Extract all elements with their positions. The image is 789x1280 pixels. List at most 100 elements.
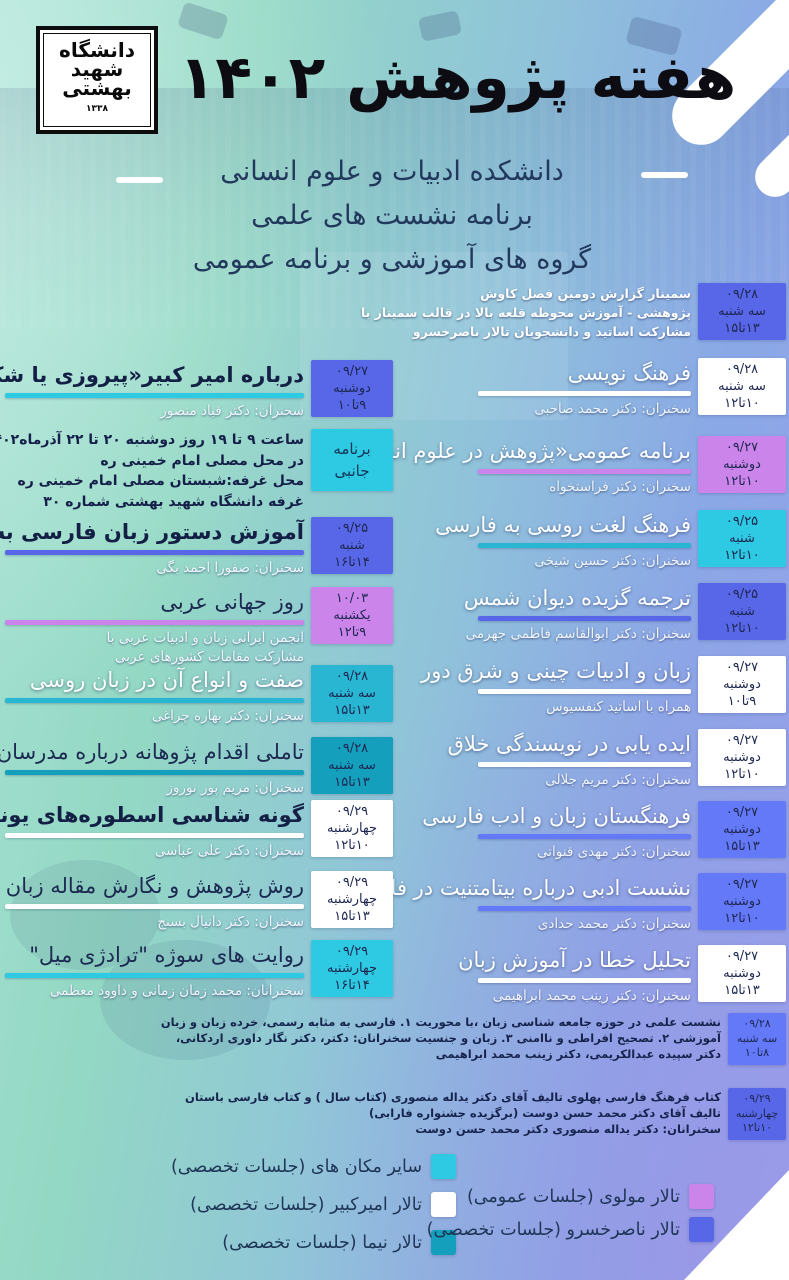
event-text-line: دکتر سپیده عبدالکریمی، دکتر زینب محمد اب… — [435, 1047, 721, 1061]
event-date: ۰۹/۲۸ — [725, 362, 759, 377]
event-speaker: سخنران: دکتر محمد صاحبی — [534, 400, 691, 417]
event-time: ۱۰تا۱۲ — [334, 838, 370, 853]
event-card: ۰۹/۲۸ سه شنبه ۱۳تا۱۵ سمینار گزارش دومین فصل… — [360, 283, 786, 341]
event-time: ۱۰تا۱۲ — [724, 474, 760, 489]
event-date: ۰۹/۲۸ — [725, 287, 759, 302]
title-underline — [478, 391, 691, 396]
event-date-box: ۰۹/۲۹ چهارشنبه ۱۰تا۱۲ — [311, 800, 393, 857]
event-date-box: ۰۹/۲۸ سه شنبه ۱۳تا۱۵ — [698, 283, 786, 340]
event-speaker: سخنران: دکتر بهاره چراغی — [151, 707, 304, 724]
event-day: دوشنبه — [723, 822, 761, 837]
legend-item: تالار مولوی (جلسات عمومی) — [452, 1184, 714, 1209]
event-date-box: برنامه جانبی — [311, 429, 393, 491]
legend-swatch — [689, 1184, 714, 1209]
event-card: ۰۹/۲۷ دوشنبه ۱۰تا۱۲ نشست ادبی درباره بیتامت… — [342, 873, 786, 934]
title-underline — [5, 550, 304, 555]
event-text-line: آموزشی ۲. تصحیح افراطی و ناامنی ۳. زبان … — [175, 1031, 721, 1045]
subtitle-dash-left — [116, 177, 163, 183]
event-card: ۰۹/۲۸ سه شنبه ۱۰تا۱۲ فرهنگ نویسی سخنران: دکت… — [478, 358, 786, 419]
event-speaker: سخنران: دکتر حسین شیخی — [534, 552, 691, 569]
audience-silhouette — [100, 940, 270, 1060]
event-text-line: کتاب فرهنگ فارسی پهلوی تالیف آقای دکتر ی… — [185, 1090, 721, 1104]
event-text-line: پژوهشی - آموزش محوطه قلعه بالا در قالب س… — [360, 305, 691, 320]
subtitle-line: گروه های آموزشی و برنامه عمومی — [192, 244, 592, 275]
logo-word: بهشتی — [62, 76, 132, 100]
event-text-line: غرفه دانشگاه شهید بهشتی شماره ۳۰ — [43, 493, 304, 510]
subtitle-line: برنامه نشست های علمی — [251, 200, 533, 231]
event-text-line: در محل مصلی امام خمینی ره — [100, 452, 304, 469]
event-title: فرهنگستان زبان و ادب فارسی — [422, 804, 691, 828]
event-date-box: ۰۹/۲۵ شنبه ۱۰تا۱۲ — [698, 510, 786, 567]
title-underline — [478, 616, 691, 621]
title-underline — [478, 978, 691, 983]
legend-swatch — [689, 1217, 714, 1242]
event-time: ۱۳تا۱۵ — [334, 775, 370, 790]
event-date: ۰۹/۲۸ — [335, 669, 369, 684]
event-time: ۱۰تا۱۲ — [724, 621, 760, 636]
event-speaker: همراه با اساتید کنفسیوس — [546, 698, 691, 715]
event-speaker: سخنرانان: محمد زمان زمانی و داوود معظمی — [49, 982, 304, 999]
title-underline — [5, 770, 304, 775]
event-time: ۱۰تا۱۲ — [724, 396, 760, 411]
event-date-box: ۰۹/۲۷ دوشنبه ۹تا۱۰ — [311, 360, 393, 417]
event-day: چهارشنبه — [327, 821, 377, 836]
event-day: دوشنبه — [723, 750, 761, 765]
legend-swatch — [431, 1192, 456, 1217]
event-title: ایده یابی در نویسندگی خلاق — [447, 732, 691, 756]
event-date-box: ۰۹/۲۷ دوشنبه ۱۳تا۱۵ — [698, 945, 786, 1002]
event-text: نشست ادبی درباره بیتامتنیت در فاوست سخنرا… — [342, 873, 691, 934]
legend-main-halls: تالار مولوی (جلسات عمومی) تالار ناصرخسرو … — [427, 1184, 714, 1250]
title-underline — [5, 620, 304, 625]
legend-item: تالار ناصرخسرو (جلسات تخصصی) — [427, 1217, 714, 1242]
event-title: صفت و انواع آن در زبان روسی — [29, 668, 304, 692]
event-date: ۰۹/۲۷ — [725, 440, 759, 455]
event-text: درباره امیر کبیر«پیروزی یا شکست قاجاریه»… — [0, 360, 304, 421]
event-card: ۰۹/۲۷ دوشنبه ۹تا۱۰ زبان و ادبیات چینی و شرق… — [421, 656, 786, 717]
event-text: روش پژوهش و نگارش مقاله زبان فرانسه سخنرا… — [0, 871, 304, 932]
event-date: ۰۹/۲۵ — [725, 514, 759, 529]
event-date: ۰۹/۲۹ — [335, 944, 369, 959]
event-speaker: سخنران: دکتر زینب محمد ابراهیمی — [492, 987, 691, 1004]
event-day: سه شنبه — [328, 758, 376, 773]
event-card: ۱۰/۰۳ یکشنبه ۹تا۱۲ روز جهانی عربی انجمن ایرا… — [5, 587, 393, 667]
event-day: دوشنبه — [723, 966, 761, 981]
event-speaker: سخنران: صفورا احمد بگی — [156, 559, 304, 576]
event-date-box: ۰۹/۲۷ دوشنبه ۱۳تا۱۵ — [698, 801, 786, 858]
event-time: ۹تا۱۲ — [337, 625, 367, 640]
event-card: ۰۹/۲۷ دوشنبه ۹تا۱۰ درباره امیر کبیر«پیروزی … — [0, 360, 393, 421]
event-date: ۰۹/۲۷ — [725, 733, 759, 748]
event-card: ۰۹/۲۷ دوشنبه ۱۰تا۱۲ برنامه عمومی«پژوهش در ع… — [333, 436, 786, 497]
event-date: ۰۹/۲۷ — [725, 949, 759, 964]
event-date-box: ۰۹/۲۸ سه شنبه ۱۳تا۱۵ — [311, 665, 393, 722]
event-speaker: سخنران: دکتر علی عباسی — [154, 842, 304, 859]
event-date-box: ۰۹/۲۵ شنبه ۱۰تا۱۲ — [698, 583, 786, 640]
event-day: دوشنبه — [333, 381, 371, 396]
event-card: ۰۹/۲۹ چهارشنبه ۱۰تا۱۲ کتاب فرهنگ فارسی پهلو… — [185, 1088, 786, 1140]
event-day: شنبه — [339, 538, 365, 553]
event-day: یکشنبه — [333, 608, 371, 623]
event-card: ۰۹/۲۵ شنبه ۱۰تا۱۲ ترجمه گزیده دیوان شمس سخنر… — [464, 583, 786, 644]
legend-label: سایر مکان های (جلسات تخصصی) — [170, 1156, 422, 1177]
event-date: ۰۹/۲۸ — [743, 1017, 771, 1030]
event-speaker: سخنران: دکتر مریم جلالی — [545, 771, 691, 788]
title-underline — [478, 689, 691, 694]
event-text-line: محل غرفه:شبستان مصلی امام خمینی ره — [17, 473, 304, 489]
event-time: ۱۰تا۱۲ — [724, 548, 760, 563]
event-speaker: انجمن ایرانی زبان و ادبیات عربی با — [106, 629, 304, 646]
event-title: تاملی اقدام پژوهانه درباره مدرسان آزفا — [0, 740, 304, 764]
event-text-line: سخنرانان: دکتر یداله منصوری دکتر محمد حس… — [415, 1122, 721, 1136]
event-card: ۰۹/۲۸ سه شنبه ۱۳تا۱۵ صفت و انواع آن در زبان… — [5, 665, 393, 726]
event-card: ۰۹/۲۵ شنبه ۱۰تا۱۲ فرهنگ لغت روسی به فارسی سخ… — [435, 510, 786, 571]
event-card: ۰۹/۲۵ شنبه ۱۴تا۱۶ آموزش دستور زبان فارسی به… — [0, 517, 393, 578]
event-date: ۰۹/۲۷ — [335, 364, 369, 379]
event-text: نشست علمی در حوزه جامعه شناسی زبان ،با م… — [161, 1013, 721, 1062]
event-text: روز جهانی عربی انجمن ایرانی زبان و ادبیات… — [5, 587, 304, 667]
legend-label: تالار امیرکبیر (جلسات تخصصی) — [190, 1194, 422, 1215]
event-date: ۰۹/۲۹ — [335, 875, 369, 890]
event-time: ۱۳تا۱۵ — [334, 909, 370, 924]
event-card: ۰۹/۲۹ چهارشنبه ۱۰تا۱۲ گونه شناسی اسطوره‌های… — [0, 800, 393, 861]
event-date-box: ۰۹/۲۷ دوشنبه ۹تا۱۰ — [698, 656, 786, 713]
event-title: برنامه عمومی«پژوهش در علوم انسانی» — [333, 439, 691, 463]
